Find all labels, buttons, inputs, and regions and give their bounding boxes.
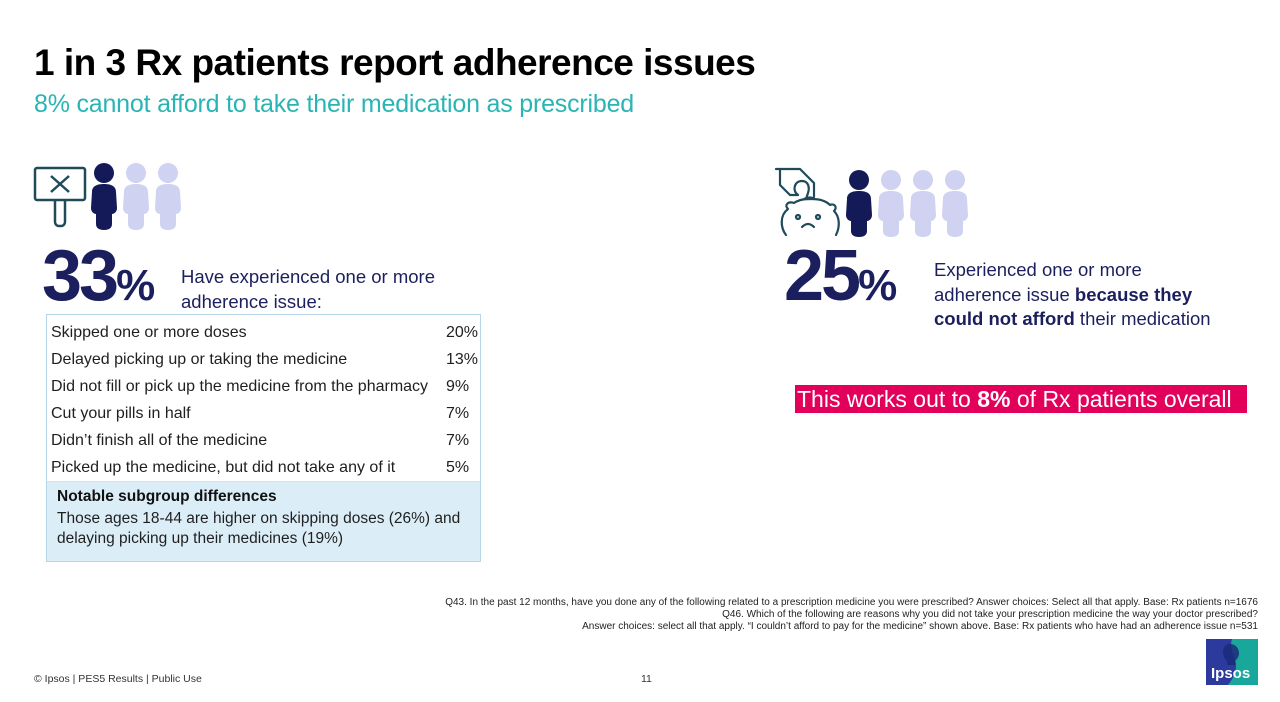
stat-25-percent: 25%	[784, 240, 897, 312]
footnote-answer-choices: Answer choices: select all that apply. “…	[582, 621, 1258, 632]
person-icon	[942, 170, 968, 237]
footnotes: Q43. In the past 12 months, have you don…	[378, 597, 1258, 633]
issue-value: 7%	[446, 431, 470, 449]
person-icon	[878, 170, 904, 237]
issue-value: 13%	[446, 350, 479, 368]
issue-value: 5%	[446, 458, 470, 476]
stat-number: 33	[42, 236, 119, 316]
issue-value: 9%	[446, 377, 470, 395]
subgroup-title: Notable subgroup differences	[57, 488, 277, 505]
person-icon	[910, 170, 936, 237]
copyright-footer: © Ipsos | PES5 Results | Public Use	[34, 673, 202, 685]
logo-text: Ipsos	[1211, 665, 1251, 682]
stat-description-left: Have experienced one or more adherence i…	[181, 266, 436, 312]
sign-with-x-icon	[33, 166, 87, 228]
slide-title: 1 in 3 Rx patients report adherence issu…	[34, 42, 756, 83]
person-icon	[91, 163, 117, 230]
issue-row: Cut your pills in half 7%	[47, 400, 480, 427]
page-number: 11	[641, 673, 652, 685]
slide-subtitle: 8% cannot afford to take their medicatio…	[34, 90, 634, 118]
footnote-q43: Q43. In the past 12 months, have you don…	[445, 597, 1258, 608]
issue-list: Skipped one or more doses 20% Delayed pick…	[47, 315, 480, 481]
stat-33-percent: 33%	[42, 240, 155, 312]
issue-label: Did not fill or pick up the medicine fro…	[51, 377, 429, 395]
issue-row: Did not fill or pick up the medicine fro…	[47, 373, 480, 400]
issue-value: 20%	[446, 323, 479, 341]
issue-label: Delayed picking up or taking the medicin…	[51, 350, 348, 368]
people-pictogram-left	[89, 162, 185, 230]
footnote-q46: Q46. Which of the following are reasons …	[722, 609, 1258, 620]
issue-value: 7%	[446, 404, 470, 422]
piggy-bank-hand-icon	[774, 167, 840, 237]
subgroup-differences-panel: Notable subgroup differences Those ages …	[47, 481, 480, 561]
left-icon-row	[33, 158, 185, 230]
callout-post: of Rx patients overall	[1010, 386, 1232, 412]
stat-number: 25	[784, 236, 861, 316]
ipsos-logo-mark	[1206, 639, 1258, 685]
issue-row: Delayed picking up or taking the medicin…	[47, 346, 480, 373]
issue-label: Cut your pills in half	[51, 404, 191, 422]
person-icon	[123, 163, 149, 230]
adherence-issues-box: Skipped one or more doses 20% Delayed pick…	[46, 314, 481, 562]
issue-label: Didn’t finish all of the medicine	[51, 431, 268, 449]
stat-description-right: Experienced one or more adherence issue …	[934, 258, 1234, 332]
right-icon-row	[774, 163, 972, 237]
person-icon	[846, 170, 872, 237]
people-pictogram-right	[844, 169, 972, 237]
callout-bold: 8%	[977, 386, 1011, 412]
stat-unit: %	[858, 261, 898, 310]
ipsos-logo: Ipsos	[1206, 639, 1258, 685]
subgroup-text: Those ages 18-44 are higher on skipping …	[57, 510, 461, 547]
desc-bold: because they could not afford	[934, 283, 1193, 330]
person-icon	[155, 163, 181, 230]
desc-pre: Experienced one or more adherence issue	[934, 259, 1142, 305]
desc-post: their medication	[1074, 308, 1211, 329]
issue-row: Picked up the medicine, but did not take…	[47, 454, 480, 481]
callout-pre: This works out to	[797, 386, 978, 412]
stat-unit: %	[116, 261, 156, 310]
issue-label: Picked up the medicine, but did not take…	[51, 458, 396, 476]
issue-label: Skipped one or more doses	[51, 323, 247, 341]
overall-callout-banner: This works out to 8% of Rx patients over…	[795, 385, 1247, 413]
issue-row: Skipped one or more doses 20%	[47, 319, 480, 346]
issue-row: Didn’t finish all of the medicine 7%	[47, 427, 480, 454]
